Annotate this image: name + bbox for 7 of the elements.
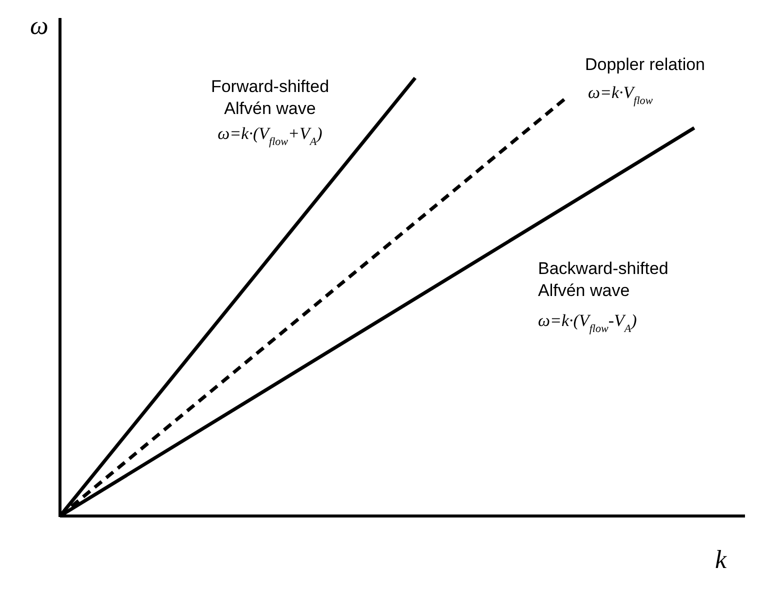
series-label: Doppler relation (585, 55, 706, 74)
annotation: ω=k·V$_{flow}$ (588, 83, 654, 107)
x-axis-title: k (715, 545, 727, 574)
annotation: ω=k·(V$_{flow}$+V$_{A}$) (218, 124, 323, 148)
annotation: ω=k·(V$_{flow}$-V$_{A}$) (538, 311, 638, 335)
series-label: Backward-shifted Alfvén wave (538, 259, 668, 300)
y-axis-title: ω (30, 11, 48, 40)
